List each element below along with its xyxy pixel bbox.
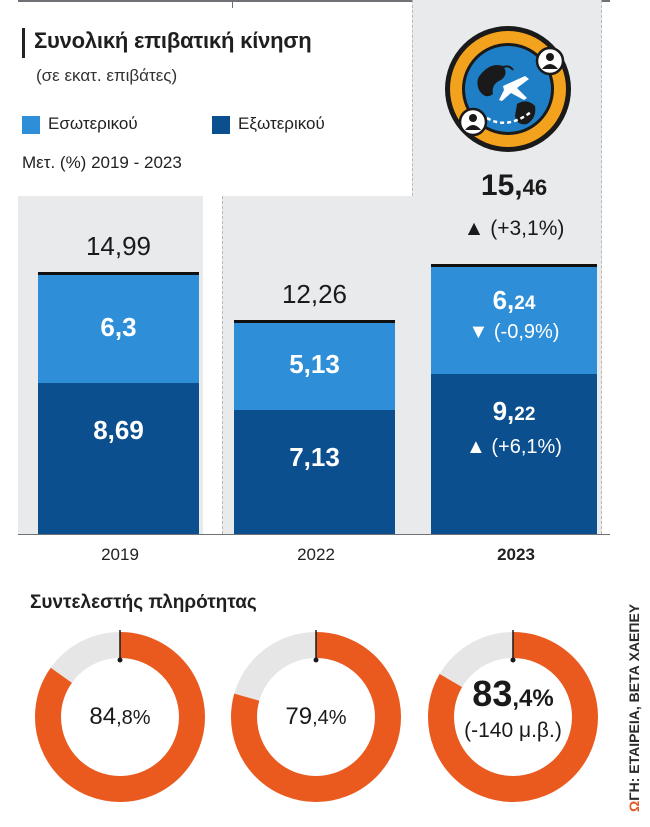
donut-start-dot — [313, 657, 319, 663]
column-divider — [222, 196, 223, 534]
bar-international-2022 — [234, 409, 395, 534]
load-factor-label-2023: 83,4% — [472, 673, 554, 714]
bar-domestic-2023 — [431, 264, 597, 374]
x-tick-label-2023: 2023 — [497, 545, 535, 564]
x-tick-label-2019: 2019 — [101, 545, 139, 564]
donut-2022 — [231, 630, 401, 802]
bar-international-2023 — [431, 373, 597, 534]
column-divider — [601, 0, 602, 534]
legend-swatch-domestic — [22, 116, 40, 134]
donut-2019 — [35, 630, 205, 802]
globe-airplane-people-icon — [445, 26, 571, 152]
load-factor-label-2019: 84,8% — [89, 703, 151, 730]
source-credit: ΩΓΗ: ΕΤΑΙΡΕΙΑ, ΒΕΤΑ ΧΑΕΠΕΥ — [626, 604, 642, 812]
load-factor-title: Συντελεστής πληρότητας — [30, 592, 257, 613]
data-label-domestic-2022: 5,13 — [289, 349, 340, 380]
data-label-international-2022: 7,13 — [289, 441, 340, 472]
donut-2023 — [428, 630, 598, 802]
bar-domestic-2022 — [234, 320, 395, 410]
donut-start-dot — [510, 657, 516, 663]
data-label-international-2023: 9,22 — [492, 395, 536, 426]
column-divider — [412, 0, 413, 196]
x-tick-label-2022: 2022 — [297, 545, 335, 564]
bar-top-line — [234, 319, 395, 323]
total-label-2019: 14,99 — [85, 231, 152, 262]
top-rule — [18, 0, 610, 2]
top-rule-tick — [232, 0, 233, 8]
load-factor-note-2023: (-140 μ.β.) — [464, 719, 562, 742]
change-note: Μετ. (%) 2019 - 2023 — [22, 153, 182, 172]
bar-top-line — [431, 263, 597, 267]
data-label-domestic-2019: 6,3 — [100, 311, 137, 342]
total-label-2022: 12,26 — [281, 278, 348, 309]
chart-subtitle: (σε εκατ. επιβάτες) — [36, 66, 178, 85]
change-label-domestic-2023: ▼ (-0,9%) — [468, 320, 560, 343]
bar-international-2019 — [38, 382, 199, 534]
data-label-international-2019: 8,69 — [93, 414, 144, 445]
load-factor-label-2022: 79,4% — [285, 703, 347, 730]
total-label-2023: 15,46 — [480, 168, 548, 202]
source-text: ΓΗ: ΕΤΑΙΡΕΙΑ, ΒΕΤΑ ΧΑΕΠΕΥ — [626, 603, 642, 801]
bar-domestic-2019 — [38, 273, 199, 383]
chart-title: Συνολική επιβατική κίνηση — [34, 28, 312, 53]
donut-start-dot — [117, 657, 123, 663]
title-accent-bar — [22, 28, 25, 58]
source-logo-icon: Ω — [626, 800, 642, 812]
total-change-label-2023: ▲ (+3,1%) — [463, 216, 565, 240]
change-label-international-2023: ▲ (+6,1%) — [466, 435, 562, 458]
legend-label-international: Εξωτερικού — [238, 114, 325, 133]
baseline-rule — [18, 534, 610, 535]
data-label-domestic-2023: 6,24 — [492, 284, 536, 315]
legend-swatch-international — [212, 116, 230, 134]
bar-top-line — [38, 272, 199, 276]
legend-label-domestic: Εσωτερικού — [48, 114, 138, 133]
